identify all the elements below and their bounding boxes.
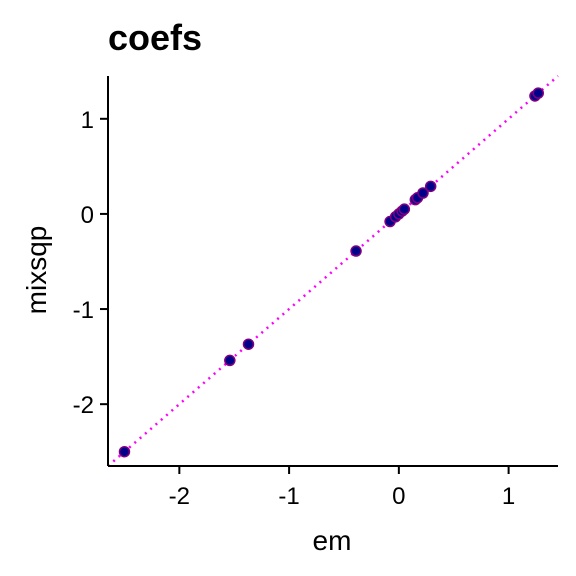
chart-title: coefs bbox=[108, 17, 202, 58]
y-tick-label: -2 bbox=[73, 392, 94, 419]
data-point bbox=[350, 245, 362, 257]
x-tick-label: 0 bbox=[392, 483, 405, 510]
x-axis-label: em bbox=[313, 525, 352, 556]
x-axis-ticks: -2 -1 0 1 bbox=[169, 466, 515, 510]
y-tick-label: 0 bbox=[81, 202, 94, 229]
plot-area bbox=[107, 75, 559, 467]
x-tick-label: -1 bbox=[278, 483, 299, 510]
y-axis-ticks: -2 -1 0 1 bbox=[73, 107, 108, 419]
x-tick-label: 1 bbox=[502, 483, 515, 510]
data-point bbox=[224, 354, 236, 367]
data-point bbox=[398, 203, 411, 215]
y-axis-label: mixsqp bbox=[21, 226, 52, 315]
y-tick-label: -1 bbox=[73, 297, 94, 324]
data-point bbox=[118, 445, 131, 458]
data-point bbox=[532, 87, 544, 99]
reference-line bbox=[107, 75, 559, 467]
x-tick-label: -2 bbox=[169, 483, 190, 510]
data-point bbox=[424, 180, 437, 193]
y-tick-label: 1 bbox=[81, 107, 94, 134]
data-point bbox=[417, 187, 429, 199]
data-point bbox=[242, 338, 255, 350]
points-layer bbox=[118, 87, 544, 458]
